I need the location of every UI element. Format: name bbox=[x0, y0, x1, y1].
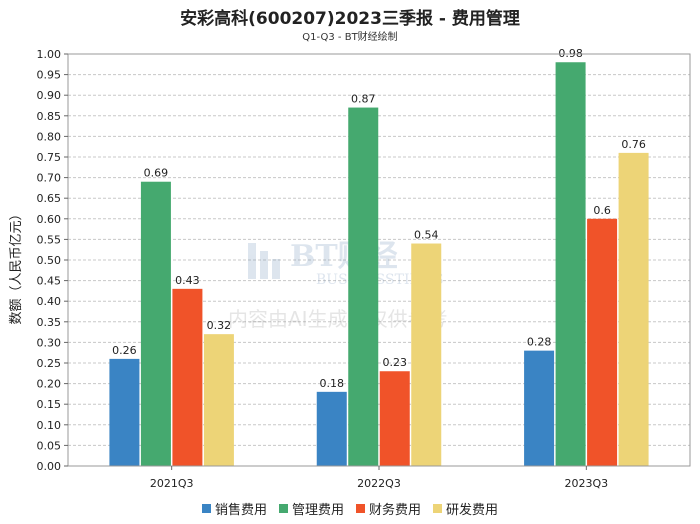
y-tick-label: 0.70 bbox=[37, 172, 62, 185]
y-tick-label: 0.15 bbox=[37, 398, 62, 411]
data-label: 0.26 bbox=[112, 344, 137, 357]
y-tick-label: 0.95 bbox=[37, 69, 62, 82]
legend-item[interactable]: 研发费用 bbox=[433, 499, 498, 518]
axes: 0.00 0.05 0.10 0.15 0.20 0.25 0.30 0.35 0.40 0.45… bbox=[37, 48, 691, 490]
data-label: 0.43 bbox=[175, 274, 200, 287]
y-tick-label: 0.40 bbox=[37, 295, 62, 308]
data-label: 0.87 bbox=[351, 93, 376, 106]
y-tick-label: 0.85 bbox=[37, 110, 62, 123]
data-label: 0.54 bbox=[414, 229, 439, 242]
legend-label: 销售费用 bbox=[214, 503, 267, 518]
legend-swatch bbox=[278, 504, 288, 513]
legend-swatch bbox=[356, 504, 365, 513]
y-tick-label: 0.10 bbox=[37, 419, 62, 432]
legend: 销售费用 管理费用 财务费用 研发费用 bbox=[0, 499, 700, 518]
watermark-logo-bar bbox=[260, 251, 268, 279]
y-tick-label: 0.75 bbox=[37, 151, 62, 164]
legend-swatch bbox=[201, 504, 211, 513]
legend-label: 研发费用 bbox=[446, 503, 499, 518]
data-label: 0.23 bbox=[383, 356, 408, 369]
bar bbox=[203, 334, 234, 466]
data-label: 0.28 bbox=[527, 336, 552, 349]
legend-label: 财务费用 bbox=[369, 503, 422, 518]
y-tick-label: 0.50 bbox=[37, 254, 62, 267]
y-tick-label: 0.20 bbox=[37, 378, 62, 391]
data-label: 0.18 bbox=[320, 377, 345, 390]
y-tick-label: 1.00 bbox=[37, 48, 62, 61]
bar bbox=[109, 358, 140, 466]
watermark-logo-bar bbox=[248, 243, 256, 279]
y-tick-label: 0.00 bbox=[37, 460, 62, 473]
x-tick-label: 2021Q3 bbox=[150, 477, 194, 490]
data-label: 0.69 bbox=[144, 167, 169, 180]
legend-item[interactable]: 管理费用 bbox=[278, 499, 344, 518]
x-tick-label: 2022Q3 bbox=[357, 477, 401, 490]
y-tick-label: 0.45 bbox=[37, 275, 62, 288]
y-tick-label: 0.30 bbox=[37, 336, 62, 349]
legend-swatch bbox=[433, 504, 443, 513]
bar bbox=[316, 391, 347, 466]
y-tick-label: 0.80 bbox=[37, 130, 62, 143]
bar bbox=[411, 243, 442, 466]
chart-subtitle: Q1-Q3 - BT财经绘制 bbox=[302, 32, 398, 43]
watermark-notice: 内容由AI生成，仅供参考 bbox=[228, 307, 448, 331]
y-tick-label: 0.25 bbox=[37, 357, 62, 370]
bar bbox=[172, 288, 203, 466]
bar bbox=[140, 181, 171, 466]
legend-label: 管理费用 bbox=[291, 503, 344, 518]
data-labels: 0.260.690.430.320.180.870.230.540.280.98… bbox=[112, 47, 646, 390]
chart-title: 安彩高科(600207)2023三季报 - 费用管理 bbox=[180, 9, 520, 29]
bar bbox=[524, 350, 555, 466]
bar bbox=[587, 218, 618, 466]
y-tick-label: 0.65 bbox=[37, 192, 62, 205]
data-label: 0.76 bbox=[621, 138, 646, 151]
watermark-logo-bar bbox=[272, 259, 280, 279]
bar bbox=[379, 371, 410, 466]
y-tick-label: 0.55 bbox=[37, 233, 62, 246]
x-tick-label: 2023Q3 bbox=[565, 477, 609, 490]
bar bbox=[618, 152, 649, 466]
bar bbox=[348, 107, 379, 466]
legend-item[interactable]: 财务费用 bbox=[356, 499, 421, 518]
y-tick-label: 0.35 bbox=[37, 316, 62, 329]
data-label: 0.32 bbox=[207, 319, 232, 332]
y-axis-label: 数额（人民币亿元） bbox=[9, 207, 24, 324]
data-label: 0.6 bbox=[593, 204, 611, 217]
bars bbox=[109, 62, 649, 467]
y-tick-label: 0.90 bbox=[37, 89, 62, 102]
legend-item[interactable]: 销售费用 bbox=[201, 499, 267, 518]
y-tick-label: 0.60 bbox=[37, 213, 62, 226]
y-tick-label: 0.05 bbox=[37, 439, 62, 452]
watermark-brand: BT财经 bbox=[290, 239, 398, 274]
bar bbox=[555, 62, 586, 467]
